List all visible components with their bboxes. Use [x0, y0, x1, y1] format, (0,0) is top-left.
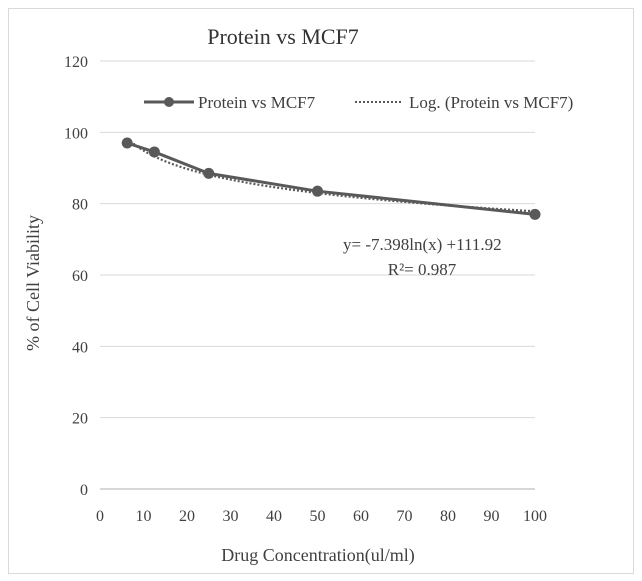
x-tick-label: 50 [310, 508, 326, 525]
data-point [529, 208, 541, 220]
data-point [312, 185, 323, 197]
chart-title: Protein vs MCF7 [207, 24, 359, 49]
r-squared-label: R²= 0.987 [388, 260, 457, 279]
data-point [121, 137, 133, 149]
data-point [148, 146, 160, 158]
legend-series-marker [164, 97, 174, 107]
y-tick-label: 60 [72, 268, 88, 285]
trendline-equation: y= -7.398ln(x) +111.92 [343, 235, 502, 254]
y-axis-ticks: 0 20 40 60 80 100 120 [64, 54, 88, 499]
y-tick-label: 100 [64, 125, 88, 142]
legend-series-label: Protein vs MCF7 [198, 93, 316, 112]
chart-svg: Protein vs MCF7 0 20 40 60 80 100 120 0 10 20 30 4… [23, 24, 573, 566]
y-tick-label: 40 [72, 339, 88, 356]
legend: Protein vs MCF7 Log. (Protein vs MCF7) [144, 93, 573, 112]
x-tick-label: 20 [179, 508, 195, 525]
x-tick-label: 0 [96, 508, 104, 525]
y-tick-label: 20 [72, 411, 88, 428]
x-tick-label: 70 [397, 508, 413, 525]
legend-trendline-label: Log. (Protein vs MCF7) [409, 93, 573, 112]
data-point [203, 167, 215, 179]
x-tick-label: 10 [136, 508, 152, 525]
x-tick-label: 100 [523, 508, 547, 525]
x-axis-ticks: 0 10 20 30 40 50 60 70 80 90 100 [96, 508, 547, 525]
x-tick-label: 60 [353, 508, 369, 525]
x-tick-label: 30 [223, 508, 239, 525]
series-layer [121, 137, 541, 220]
x-axis-label: Drug Concentration(ul/ml) [221, 545, 414, 566]
x-tick-label: 90 [484, 508, 500, 525]
y-tick-label: 0 [80, 482, 88, 499]
x-tick-label: 80 [440, 508, 456, 525]
trendline-layer [126, 137, 536, 213]
x-tick-label: 40 [266, 508, 282, 525]
log-trendline [126, 137, 536, 213]
chart-frame: Protein vs MCF7 0 20 40 60 80 100 120 0 10 20 30 4… [8, 8, 634, 574]
gridlines [100, 60, 535, 490]
y-axis-label: % of Cell Viability [23, 215, 43, 351]
y-tick-label: 120 [64, 54, 88, 71]
y-tick-label: 80 [72, 197, 88, 214]
